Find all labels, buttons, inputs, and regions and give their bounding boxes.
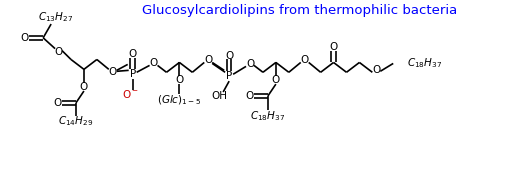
Text: $C_{18}H_{37}$: $C_{18}H_{37}$ (407, 57, 441, 70)
Text: O: O (329, 42, 337, 52)
Text: O: O (300, 55, 308, 66)
Text: O: O (271, 75, 279, 85)
Text: $C_{18}H_{37}$: $C_{18}H_{37}$ (250, 109, 285, 123)
Text: O: O (204, 55, 212, 66)
Text: O: O (175, 75, 183, 85)
Text: O: O (53, 98, 61, 108)
Text: O: O (128, 48, 136, 59)
Text: Glucosylcardiolipins from thermophilic bacteria: Glucosylcardiolipins from thermophilic b… (142, 4, 457, 17)
Text: $C_{13}H_{27}$: $C_{13}H_{27}$ (38, 10, 74, 24)
Text: P: P (226, 71, 232, 81)
Text: O: O (372, 65, 380, 75)
Text: O: O (225, 51, 233, 61)
Text: OH: OH (211, 91, 227, 101)
Text: O: O (245, 59, 254, 69)
Text: O: O (244, 91, 252, 101)
Text: P: P (129, 69, 135, 79)
Text: O: O (109, 67, 117, 77)
Text: $C_{14}H_{29}$: $C_{14}H_{29}$ (58, 115, 93, 128)
Text: O$^-$: O$^-$ (122, 88, 139, 100)
Text: O: O (54, 47, 62, 57)
Text: $(Glc)_{1-5}$: $(Glc)_{1-5}$ (157, 93, 201, 107)
Text: O: O (149, 58, 158, 68)
Text: O: O (20, 33, 28, 43)
Text: O: O (80, 82, 88, 92)
